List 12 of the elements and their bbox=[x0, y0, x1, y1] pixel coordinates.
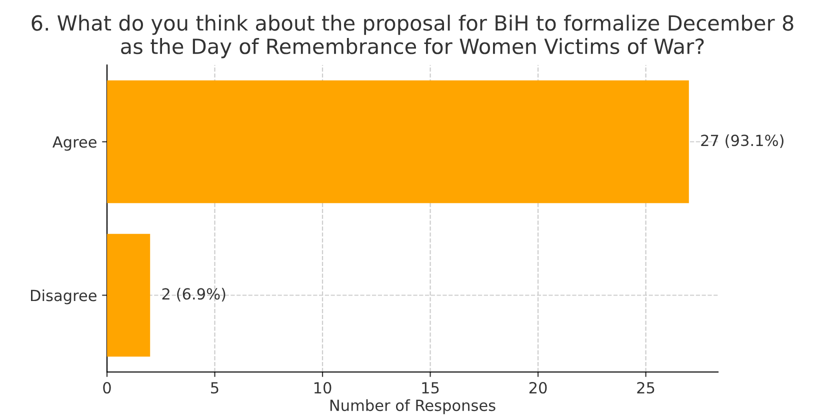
y-tick-label: Agree bbox=[52, 136, 96, 151]
x-tick-label: 25 bbox=[637, 382, 654, 394]
y-tick-label: Disagree bbox=[31, 289, 96, 304]
data-label: 2 (6.9%) bbox=[162, 288, 226, 302]
data-label: 27 (93.1%) bbox=[701, 134, 784, 148]
x-axis-title: Number of Responses bbox=[330, 399, 496, 414]
x-tick-label: 10 bbox=[314, 382, 332, 394]
x-tick-label: 20 bbox=[529, 382, 547, 394]
chart-title: 6. What do you think about the proposal for BiH to formalize December 8 as the Day of Remembrance for Women Victims of War? bbox=[32, 14, 794, 58]
x-tick-label: 0 bbox=[103, 382, 111, 394]
x-tick-label: 15 bbox=[422, 382, 439, 394]
x-tick-label: 5 bbox=[211, 382, 218, 394]
